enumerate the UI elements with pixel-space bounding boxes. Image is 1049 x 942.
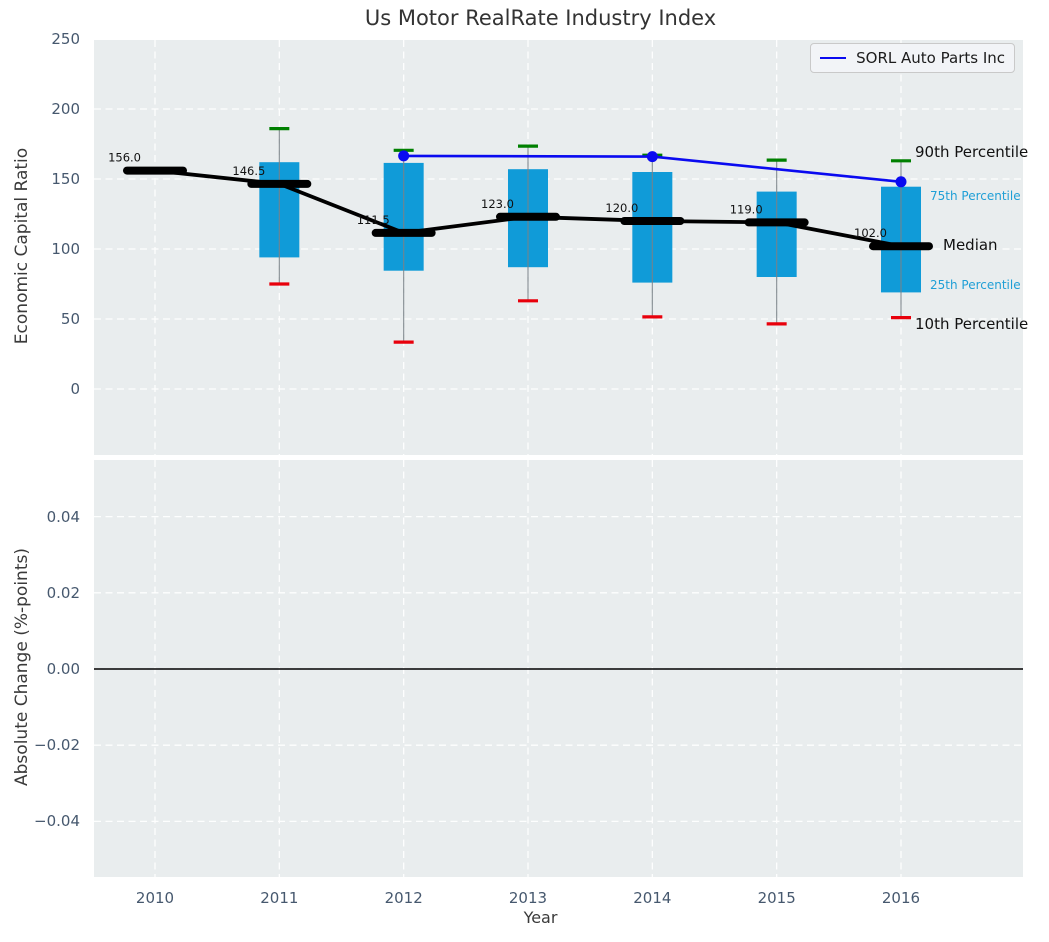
x-tick-2015: 2015: [757, 889, 796, 907]
bottom-y-tick-0.04: 0.04: [46, 507, 80, 526]
median-value-label-2015: 119.0: [730, 202, 763, 216]
bottom-y-tick-−0.02: −0.02: [34, 736, 80, 755]
bottom-axes: [94, 460, 1023, 877]
annotation-25th-percentile: 25th Percentile: [930, 278, 1021, 292]
median-value-label-2010: 156.0: [108, 151, 141, 165]
bottom-y-tick-0.02: 0.02: [46, 583, 80, 602]
annotation-10th-percentile: 10th Percentile: [915, 315, 1029, 333]
x-tick-2016: 2016: [881, 889, 921, 907]
top-y-tick-50: 50: [60, 310, 80, 328]
x-tick-2013: 2013: [508, 889, 548, 907]
x-axis-label: Year: [523, 908, 558, 927]
bottom-y-tick-0.00: 0.00: [46, 660, 80, 678]
median-value-label-2016: 102.0: [854, 226, 887, 240]
sorl-marker-2012: [398, 150, 410, 162]
median-value-label-2011: 146.5: [232, 164, 265, 178]
x-tick-2011: 2011: [260, 889, 299, 907]
top-axes: 156.0 146.5 111.5 123.0 120.0 119.0 102.0: [94, 40, 1023, 455]
bottom-y-tick-−0.04: −0.04: [34, 812, 80, 831]
annotation-median: Median: [943, 236, 998, 254]
top-y-tick-250: 250: [51, 30, 80, 48]
sorl-marker-2016: [895, 176, 907, 188]
top-y-tick-100: 100: [51, 240, 80, 258]
median-value-label-2013: 123.0: [481, 197, 514, 211]
legend-label: SORL Auto Parts Inc: [856, 49, 1005, 67]
top-y-tick-200: 200: [51, 100, 80, 118]
top-plot-svg: 156.0 146.5 111.5 123.0 120.0 119.0 102.0: [94, 40, 1023, 455]
chart-title: Us Motor RealRate Industry Index: [364, 6, 717, 30]
sorl-marker-2014: [646, 151, 658, 163]
top-y-tick-0: 0: [70, 380, 80, 398]
annotation-75th-percentile: 75th Percentile: [930, 189, 1021, 203]
bottom-plot-svg: [94, 460, 1023, 877]
annotation-90th-percentile: 90th Percentile: [915, 143, 1029, 161]
legend-line-sample: [820, 57, 847, 59]
top-y-tick-150: 150: [51, 170, 80, 188]
x-tick-2012: 2012: [384, 889, 423, 907]
legend: SORL Auto Parts Inc: [810, 43, 1015, 73]
median-value-label-2014: 120.0: [605, 201, 638, 215]
median-value-label-2012: 111.5: [357, 213, 390, 227]
x-tick-2010: 2010: [135, 889, 175, 907]
x-tick-2014: 2014: [633, 889, 672, 907]
